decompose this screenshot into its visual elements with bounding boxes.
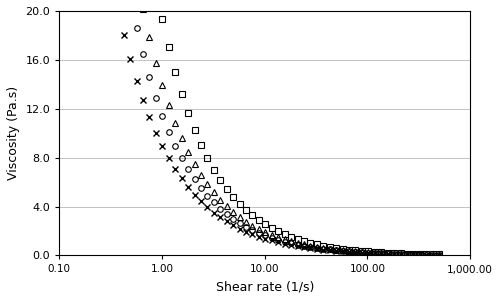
- 45C: [294, 243, 300, 246]
- 45C: [185, 168, 191, 171]
- 45C: [436, 253, 442, 256]
- 65C: [436, 253, 442, 256]
- 25C: [166, 103, 172, 107]
- Line: 65C: 65C: [56, 0, 442, 257]
- 65C: [185, 185, 191, 189]
- Y-axis label: Viscosity (Pa.s): Viscosity (Pa.s): [7, 86, 20, 180]
- 5C: [436, 253, 442, 256]
- Line: 45C: 45C: [56, 0, 442, 257]
- 65C: [166, 156, 172, 160]
- 65C: [294, 244, 300, 248]
- 45C: [178, 157, 184, 160]
- 5C: [294, 237, 300, 241]
- Line: 25C: 25C: [56, 0, 442, 257]
- Line: 5C: 5C: [56, 0, 442, 257]
- 45C: [166, 130, 172, 134]
- 25C: [294, 241, 300, 245]
- 65C: [178, 177, 184, 180]
- 65C: [120, 33, 126, 37]
- 5C: [178, 92, 184, 95]
- 25C: [185, 150, 191, 154]
- 5C: [166, 45, 172, 49]
- 25C: [436, 253, 442, 256]
- 5C: [185, 111, 191, 115]
- 65C: [153, 131, 159, 134]
- 25C: [178, 136, 184, 140]
- 25C: [153, 61, 159, 65]
- 45C: [153, 96, 159, 100]
- X-axis label: Shear rate (1/s): Shear rate (1/s): [216, 280, 314, 293]
